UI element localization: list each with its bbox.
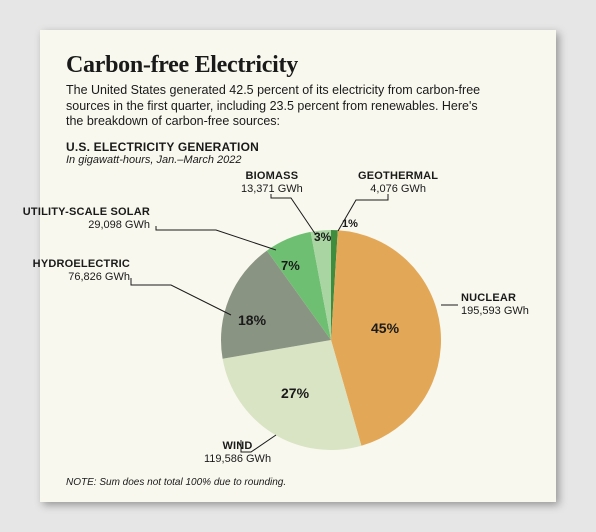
pct-solar: 7%	[281, 258, 300, 273]
label-geothermal: GEOTHERMAL 4,076 GWh	[358, 170, 438, 195]
leader-line	[131, 278, 231, 315]
pie-chart: GEOTHERMAL 4,076 GWh NUCLEAR 195,593 GWh…	[66, 170, 530, 470]
chart-title: Carbon-free Electricity	[66, 52, 530, 79]
label-biomass: BIOMASS 13,371 GWh	[241, 170, 303, 195]
pct-nuclear: 45%	[371, 320, 399, 336]
pct-wind: 27%	[281, 385, 309, 401]
label-nuclear: NUCLEAR 195,593 GWh	[461, 292, 529, 317]
label-hydroelectric: HYDROELECTRIC 76,826 GWh	[33, 258, 130, 283]
section-subheading: In gigawatt-hours, Jan.–March 2022	[66, 154, 530, 166]
leader-line	[156, 226, 276, 250]
section-heading: U.S. ELECTRICITY GENERATION	[66, 140, 530, 154]
chart-subtitle: The United States generated 42.5 percent…	[66, 83, 496, 130]
pct-geothermal: 1%	[342, 218, 358, 230]
label-solar: UTILITY-SCALE SOLAR 29,098 GWh	[23, 206, 150, 231]
infographic-card: Carbon-free Electricity The United State…	[40, 30, 556, 502]
pct-biomass: 3%	[314, 230, 331, 244]
label-wind: WIND 119,586 GWh	[204, 440, 271, 465]
footnote: NOTE: Sum does not total 100% due to rou…	[66, 477, 286, 488]
leader-line	[271, 194, 316, 235]
pct-hydro: 18%	[238, 312, 266, 328]
